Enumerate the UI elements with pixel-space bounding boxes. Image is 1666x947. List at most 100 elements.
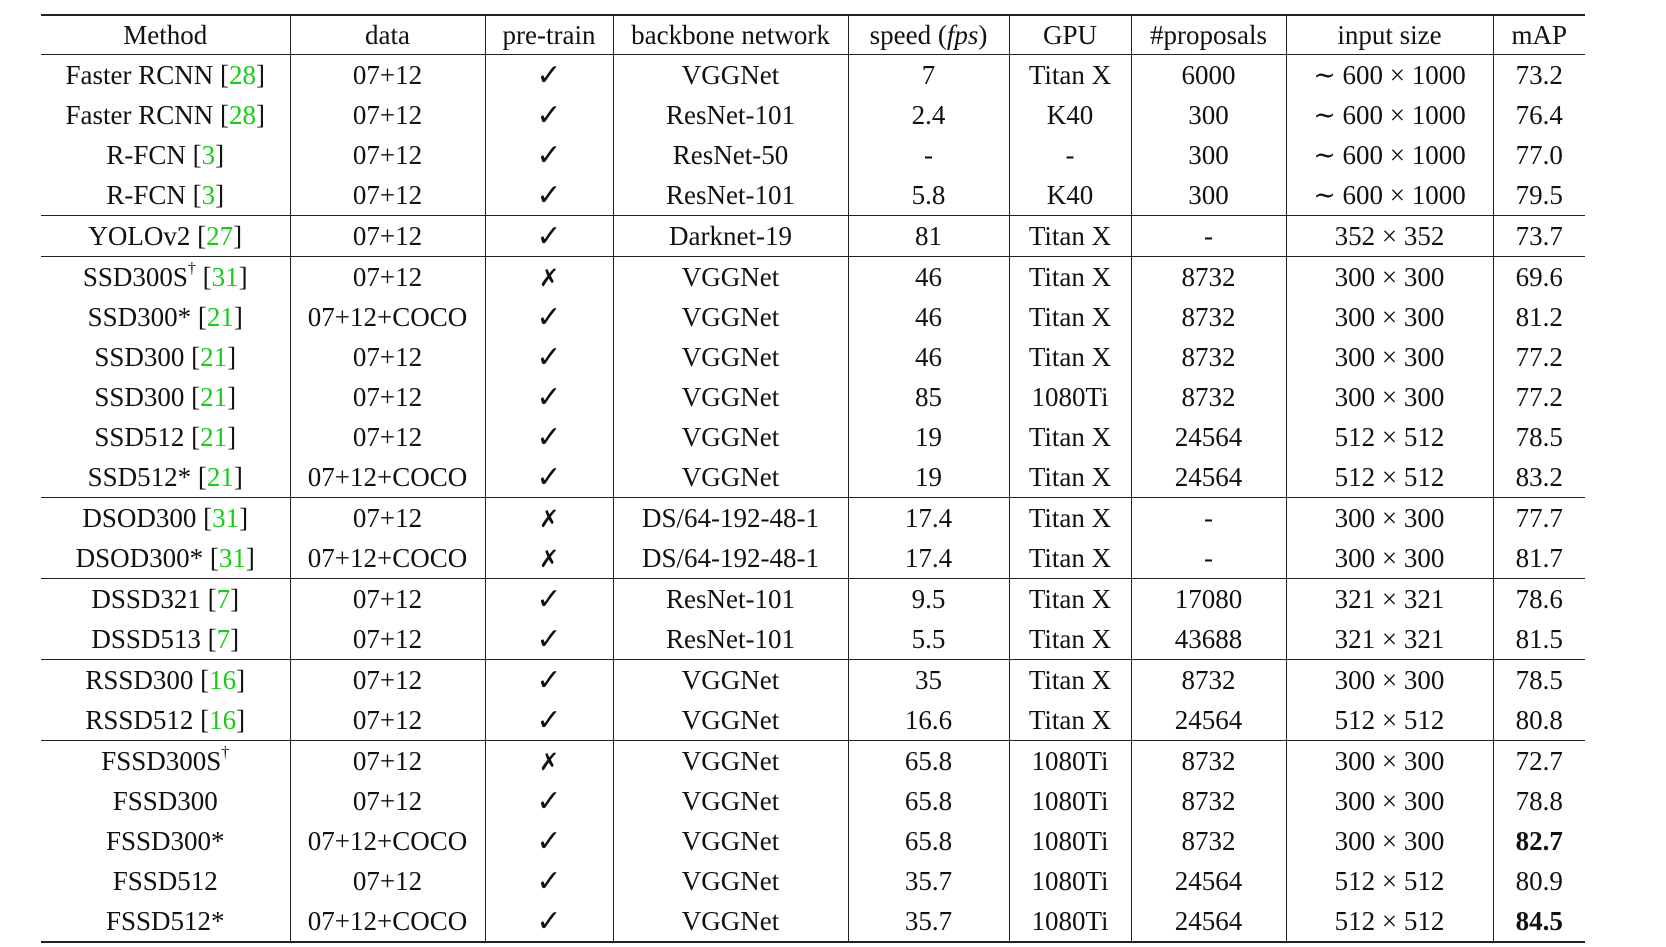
proposals-cell: 300 bbox=[1130, 175, 1286, 216]
proposals-cell: - bbox=[1130, 497, 1286, 538]
pretrain-cell: ✓ bbox=[484, 54, 613, 95]
proposals-cell: 8732 bbox=[1130, 297, 1286, 337]
checkmark-icon: ✓ bbox=[536, 299, 562, 335]
checkmark-icon: ✓ bbox=[536, 581, 562, 617]
data-cell: 07+12 bbox=[289, 659, 485, 700]
citation-link[interactable]: 21 bbox=[200, 421, 228, 452]
method-cell: FSSD512* bbox=[41, 901, 290, 942]
data-cell: 07+12 bbox=[289, 256, 485, 297]
checkmark-icon: ✓ bbox=[536, 621, 562, 657]
input-size-cell: 300 × 300 bbox=[1285, 821, 1493, 861]
pretrain-cell: ✓ bbox=[484, 95, 613, 135]
backbone-cell: VGGNet bbox=[612, 821, 848, 861]
method-cell: DSOD300 [31] bbox=[82, 502, 249, 533]
table-row: SSD300 [21] 07+12 ✓ VGGNet 85 1080Ti 8732 300 ×… bbox=[41, 377, 1585, 417]
pretrain-cell: ✗ bbox=[484, 256, 613, 297]
data-cell: 07+12 bbox=[289, 578, 485, 619]
citation-link[interactable]: 7 bbox=[216, 583, 231, 614]
table-row: R-FCN [3] 07+12 ✓ ResNet-101 5.8 K40 300 ∼ 600 … bbox=[41, 175, 1585, 216]
checkmark-icon: ✓ bbox=[536, 459, 562, 495]
input-size-cell: ∼ 600 × 1000 bbox=[1285, 95, 1493, 135]
speed-cell: 17.4 bbox=[847, 538, 1009, 579]
method-cell: SSD300 [21] bbox=[94, 381, 237, 412]
speed-cell: 7 bbox=[847, 54, 1009, 95]
header-input-size: input size bbox=[1285, 15, 1493, 55]
table-row: R-FCN [3] 07+12 ✓ ResNet-50- -300 ∼ 600 × 100… bbox=[41, 135, 1585, 175]
citation-link[interactable]: 31 bbox=[212, 502, 240, 533]
method-cell: FSSD300 bbox=[41, 781, 290, 821]
input-size-cell: 300 × 300 bbox=[1285, 538, 1493, 579]
method-name: DSOD300* bbox=[75, 542, 204, 573]
table-row: FSSD300* 07+12+COCO ✓ VGGNet 65.8 1080Ti 8732 3… bbox=[41, 821, 1585, 861]
method-name: RSSD512 bbox=[85, 704, 194, 735]
citation-link[interactable]: 27 bbox=[206, 220, 234, 251]
data-cell: 07+12 bbox=[289, 861, 485, 901]
pretrain-cell: ✓ bbox=[484, 377, 613, 417]
citation-link[interactable]: 31 bbox=[211, 261, 239, 292]
map-cell: 83.2 bbox=[1492, 457, 1585, 498]
proposals-cell: 24564 bbox=[1130, 700, 1286, 741]
citation-link[interactable]: 3 bbox=[201, 179, 216, 210]
method-cell: R-FCN [3] bbox=[106, 179, 225, 210]
proposals-cell: 24564 bbox=[1130, 901, 1286, 942]
checkmark-icon: ✓ bbox=[536, 863, 562, 899]
backbone-cell: Darknet-19 bbox=[612, 215, 848, 257]
map-cell: 84.5 bbox=[1492, 901, 1585, 942]
citation-link[interactable]: 7 bbox=[216, 623, 231, 654]
backbone-cell: VGGNet bbox=[612, 659, 848, 700]
speed-cell: 46 bbox=[847, 337, 1009, 377]
citation-link[interactable]: 21 bbox=[206, 301, 234, 332]
checkmark-icon: ✓ bbox=[536, 783, 562, 819]
proposals-cell: 24564 bbox=[1130, 417, 1286, 457]
citation-link[interactable]: 21 bbox=[206, 461, 234, 492]
gpu-cell: Titan X bbox=[1008, 700, 1131, 741]
data-cell: 07+12+COCO bbox=[289, 538, 485, 579]
map-cell: 77.0 bbox=[1492, 135, 1585, 175]
backbone-cell: VGGNet bbox=[612, 740, 848, 781]
map-cell: 77.2 bbox=[1492, 337, 1585, 377]
citation-link[interactable]: 31 bbox=[218, 542, 246, 573]
method-name: SSD300S bbox=[82, 261, 188, 292]
data-cell: 07+12 bbox=[289, 337, 485, 377]
data-cell: 07+12 bbox=[289, 417, 485, 457]
citation-link[interactable]: 28 bbox=[229, 99, 256, 130]
pretrain-cell: ✓ bbox=[484, 457, 613, 498]
gpu-cell: Titan X bbox=[1008, 659, 1131, 700]
header-proposals: #proposals bbox=[1130, 15, 1286, 55]
speed-cell: 46 bbox=[847, 297, 1009, 337]
citation-link[interactable]: 16 bbox=[209, 664, 237, 695]
speed-cell: 5.5 bbox=[847, 619, 1009, 660]
checkmark-icon: ✓ bbox=[536, 339, 562, 375]
citation-link[interactable]: 21 bbox=[200, 381, 228, 412]
table-row: RSSD300 [16] 07+12 ✓ VGGNet 35 Titan X 8732 300… bbox=[41, 659, 1585, 700]
data-cell: 07+12 bbox=[289, 700, 485, 741]
pretrain-cell: ✓ bbox=[484, 821, 613, 861]
map-cell: 81.7 bbox=[1492, 538, 1585, 579]
pretrain-cell: ✗ bbox=[484, 740, 613, 781]
method-cell: FSSD512 bbox=[41, 861, 290, 901]
cross-icon: ✗ bbox=[538, 747, 560, 776]
method-cell: SSD512* [21] bbox=[87, 461, 243, 492]
table-row: SSD300S† [31] 07+12 ✗ VGGNet 46 Titan X 8732 30… bbox=[41, 256, 1585, 297]
gpu-cell: 1080Ti bbox=[1008, 740, 1131, 781]
method-cell: DSOD300* [31] bbox=[75, 542, 255, 573]
speed-cell: 19 bbox=[847, 457, 1009, 498]
speed-cell: 81 bbox=[847, 215, 1009, 257]
backbone-cell: VGGNet bbox=[612, 377, 848, 417]
backbone-cell: VGGNet bbox=[612, 297, 848, 337]
checkmark-icon: ✓ bbox=[536, 177, 562, 213]
proposals-cell: 8732 bbox=[1130, 740, 1286, 781]
backbone-cell: VGGNet bbox=[612, 256, 848, 297]
citation-link[interactable]: 16 bbox=[209, 704, 237, 735]
method-cell: R-FCN [3] bbox=[106, 139, 225, 170]
method-cell: SSD300S† [31] bbox=[82, 259, 248, 292]
checkmark-icon: ✓ bbox=[536, 903, 562, 939]
gpu-cell: Titan X bbox=[1008, 497, 1131, 538]
citation-link[interactable]: 3 bbox=[201, 139, 216, 170]
input-size-cell: 321 × 321 bbox=[1285, 578, 1493, 619]
citation-link[interactable]: 28 bbox=[229, 59, 256, 90]
cross-icon: ✗ bbox=[538, 544, 560, 573]
citation-link[interactable]: 21 bbox=[200, 341, 228, 372]
gpu-cell: 1080Ti bbox=[1008, 861, 1131, 901]
input-size-cell: 300 × 300 bbox=[1285, 740, 1493, 781]
